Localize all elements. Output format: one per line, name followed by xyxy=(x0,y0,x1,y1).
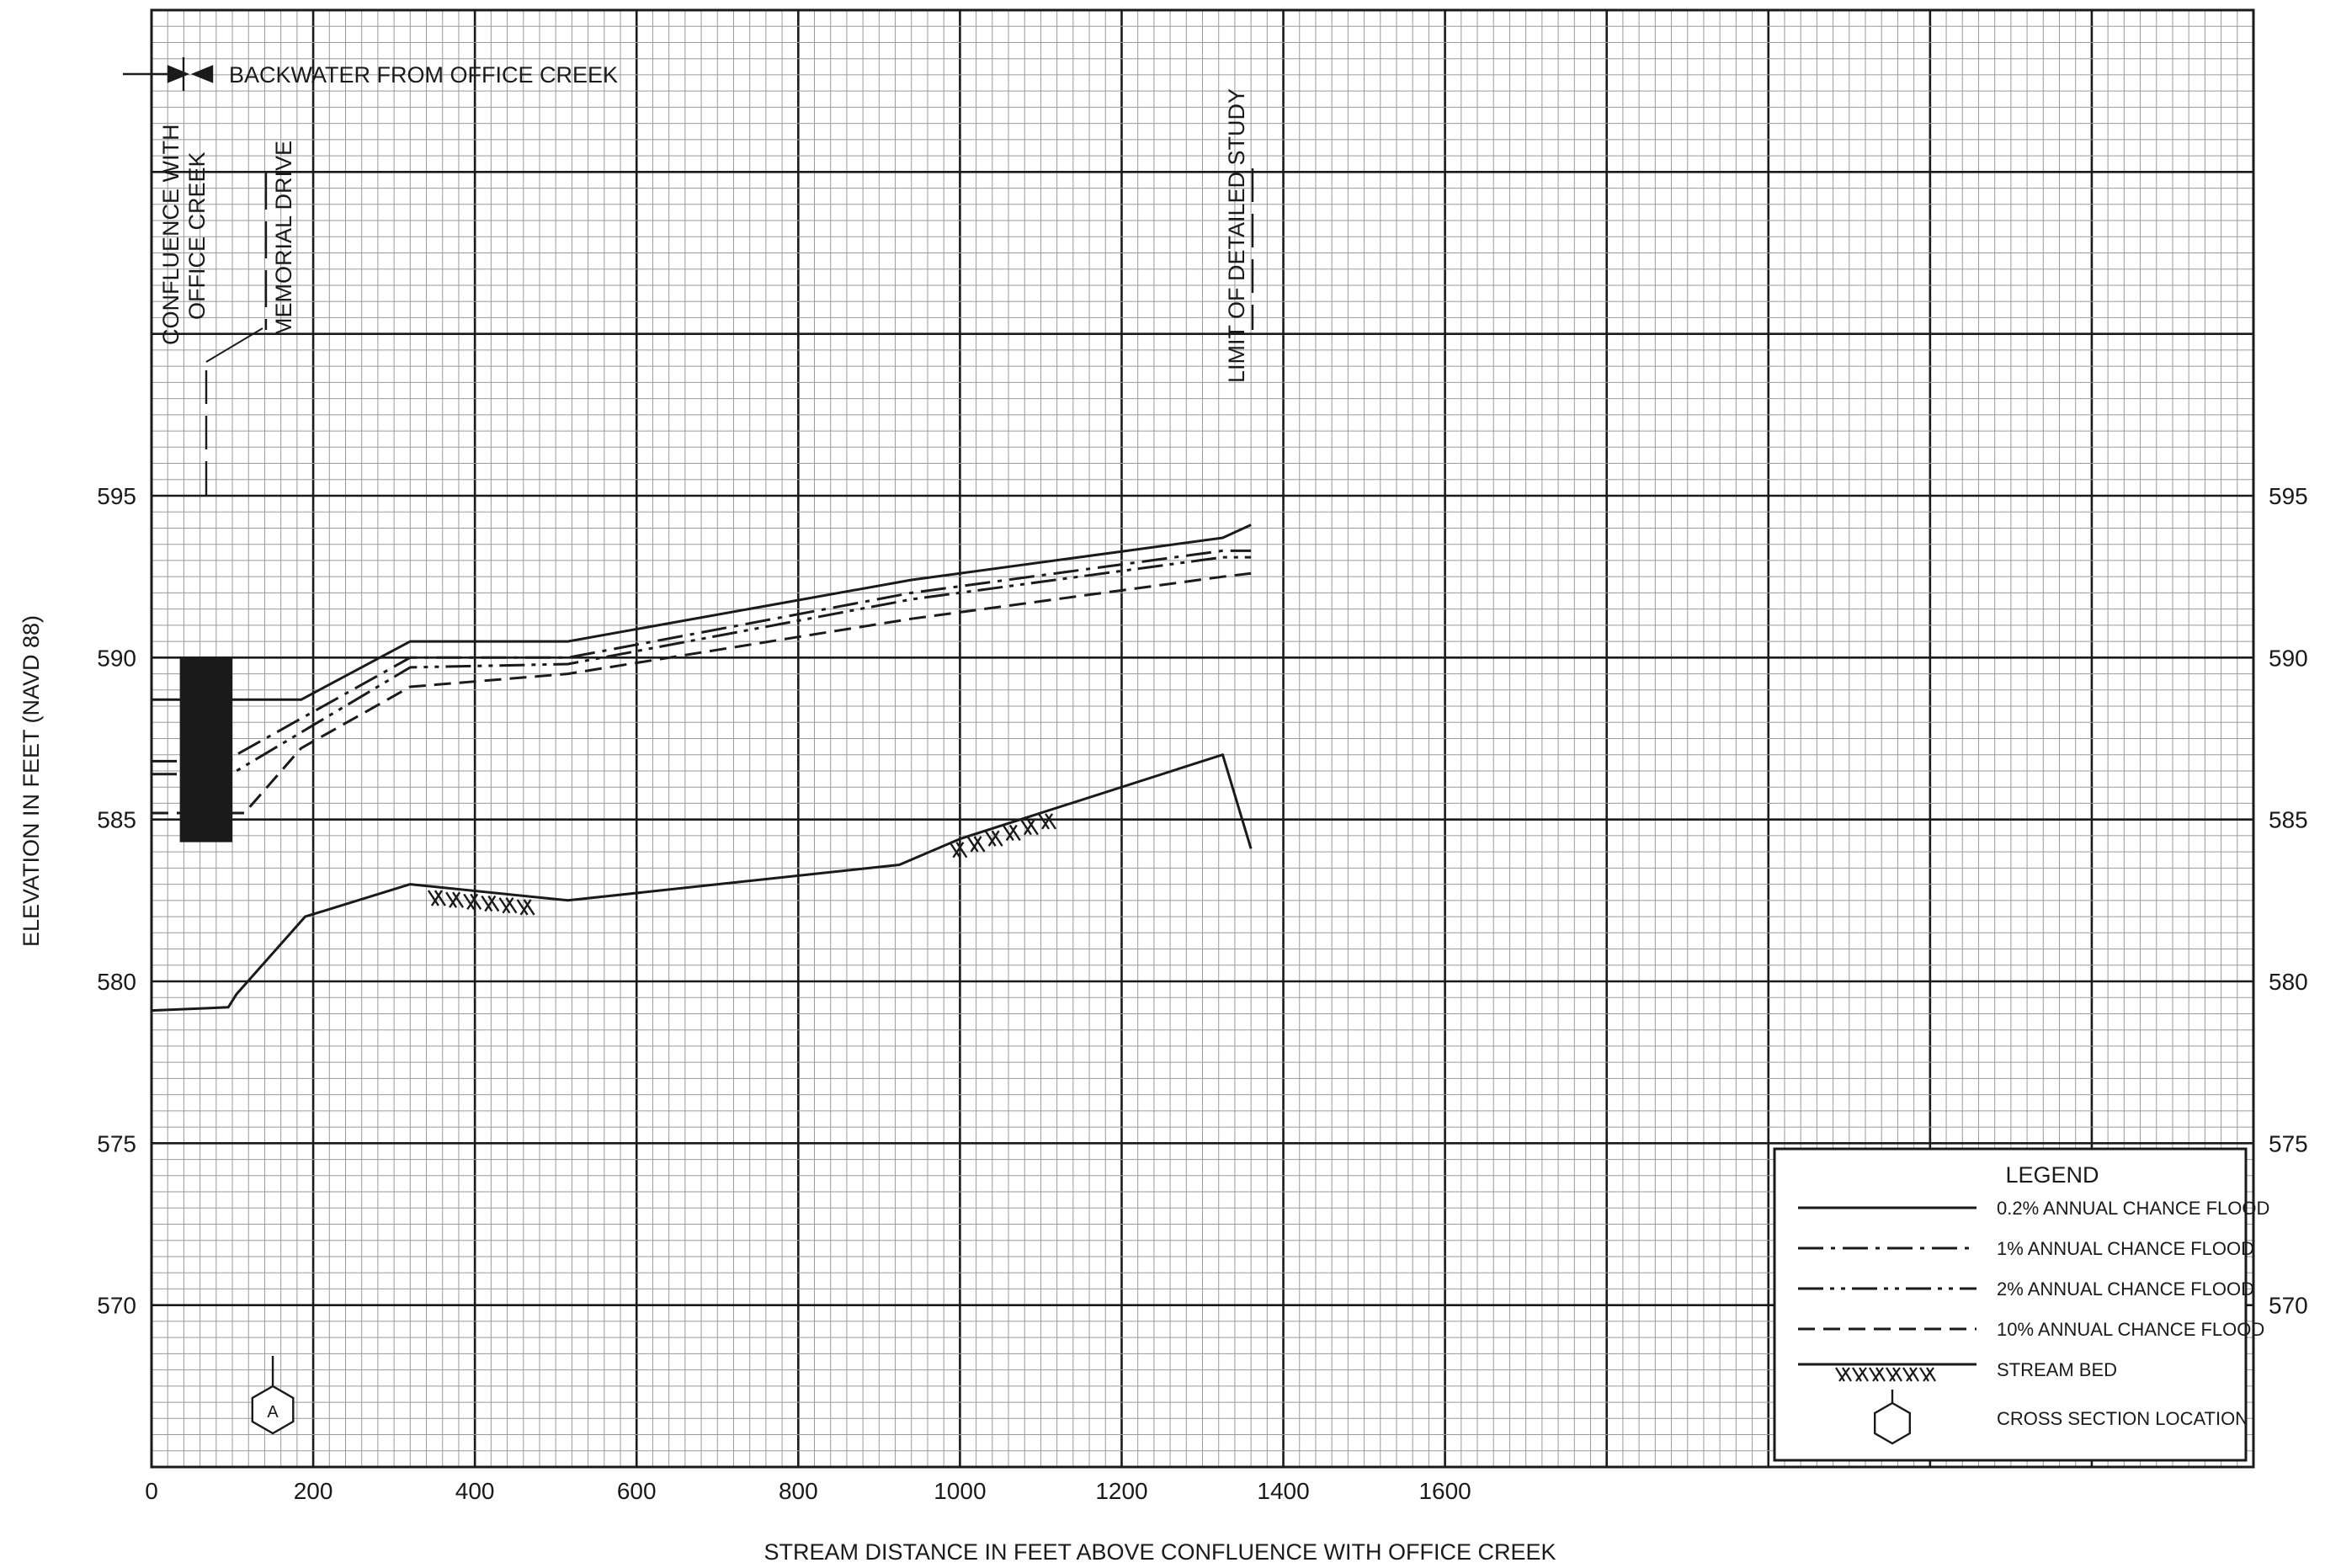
legend-title: LEGEND xyxy=(2005,1162,2099,1188)
x-tick-label: 1600 xyxy=(1418,1478,1471,1504)
stream-bed-hatch-group xyxy=(949,813,1057,858)
x-tick-label: 1200 xyxy=(1095,1478,1147,1504)
stream-bed-hatch xyxy=(445,891,465,908)
legend-swatch-hatch xyxy=(1835,1367,1852,1382)
x-tick-label: 400 xyxy=(455,1478,495,1504)
x-tick-label: 200 xyxy=(294,1478,333,1504)
legend-item-label: 2% ANNUAL CHANCE FLOOD xyxy=(1997,1278,2254,1300)
legend-swatch-hatch xyxy=(1852,1367,1869,1382)
stream-bed-hatch xyxy=(481,895,500,912)
y-tick-label-right: 595 xyxy=(2269,483,2308,509)
chart-series xyxy=(151,524,1253,1013)
stream-bed-hatch xyxy=(498,897,518,914)
legend-box xyxy=(1773,1147,2248,1462)
stream-bed-hatch xyxy=(427,890,446,906)
x-tick-label: 800 xyxy=(779,1478,818,1504)
series-line-0-2-annual-chance-flood xyxy=(152,524,1252,701)
y-tick-label-left: 580 xyxy=(97,969,136,995)
legend-item-label: 0.2% ANNUAL CHANCE FLOOD xyxy=(1997,1198,2269,1219)
y-tick-label-left: 590 xyxy=(97,645,136,671)
y-tick-label-right: 575 xyxy=(2269,1130,2308,1156)
limit-of-study-label: LIMIT OF DETAILED STUDY xyxy=(1224,88,1249,383)
structure-memorial-drive xyxy=(179,657,233,842)
confluence-label-line2: OFFICE CREEK xyxy=(184,151,210,320)
x-tick-label: 600 xyxy=(617,1478,657,1504)
y-tick-label-left: 575 xyxy=(97,1130,136,1156)
x-tick-label: 1000 xyxy=(934,1478,986,1504)
legend-swatch-hatch xyxy=(1869,1367,1886,1382)
legend-swatch-hatch xyxy=(1919,1367,1936,1382)
series-line-stream-bed xyxy=(151,753,1253,1013)
backwater-label: BACKWATER FROM OFFICE CREEK xyxy=(229,62,618,88)
stream-bed-hatch xyxy=(966,836,986,853)
series-line-10-annual-chance-flood xyxy=(152,571,1252,815)
y-tick-label-right: 580 xyxy=(2269,969,2308,995)
axis-ticks: 0 200 400 600 800 1000 1200 1400 1600 570 570 575 57… xyxy=(97,483,2307,1504)
stream-bed-hatch xyxy=(949,842,968,858)
x-tick-label: 1400 xyxy=(1257,1478,1309,1504)
stream-bed-hatch xyxy=(1038,813,1057,830)
legend-item-label: 1% ANNUAL CHANCE FLOOD xyxy=(1997,1238,2254,1259)
memorial-drive-label: MEMORIAL DRIVE xyxy=(271,141,296,337)
plot-frame xyxy=(150,8,2255,1469)
y-tick-label-right: 590 xyxy=(2269,645,2308,671)
legend-item-label: 10% ANNUAL CHANCE FLOOD xyxy=(1997,1319,2264,1340)
cross-section-marker xyxy=(251,1385,295,1435)
legend-item-label: STREAM BED xyxy=(1997,1359,2117,1380)
y-tick-label-left: 595 xyxy=(97,483,136,509)
stream-bed-hatch xyxy=(463,893,482,911)
stream-bed-hatch xyxy=(984,830,1003,847)
confluence-label-line1: CONFLUENCE WITH xyxy=(158,125,184,346)
legend-swatch-cross-section xyxy=(1873,1401,1912,1445)
y-axis-title: ELEVATION IN FEET (NAVD 88) xyxy=(19,615,44,947)
x-tick-label: 0 xyxy=(145,1478,158,1504)
y-tick-label-right: 570 xyxy=(2269,1293,2308,1319)
stream-bed-hatch xyxy=(1002,824,1021,842)
stream-bed-hatch xyxy=(1019,819,1039,836)
legend-swatch-hatch xyxy=(1902,1367,1919,1382)
chart-annotations: BACKWATER FROM OFFICE CREEK CONFLUENCE WI… xyxy=(123,57,1254,1435)
cross-section-label: A xyxy=(267,1403,279,1422)
backwater-arrow-left xyxy=(123,65,190,83)
legend: LEGEND 0.2% ANNUAL CHANCE FLOOD 1% ANNUAL … xyxy=(1773,1147,2269,1462)
backwater-arrow-right xyxy=(190,65,214,83)
y-tick-label-left: 570 xyxy=(97,1293,136,1319)
y-tick-label-right: 585 xyxy=(2269,807,2308,833)
stream-bed-hatch-group xyxy=(427,890,535,916)
legend-swatch-hatch xyxy=(1886,1367,1902,1382)
legend-item-label: CROSS SECTION LOCATION xyxy=(1997,1408,2248,1429)
x-axis-title: STREAM DISTANCE IN FEET ABOVE CONFLUENCE… xyxy=(763,1539,1556,1565)
stream-bed-hatch xyxy=(516,899,535,916)
confluence-leader xyxy=(205,327,263,363)
y-tick-label-left: 585 xyxy=(97,807,136,833)
